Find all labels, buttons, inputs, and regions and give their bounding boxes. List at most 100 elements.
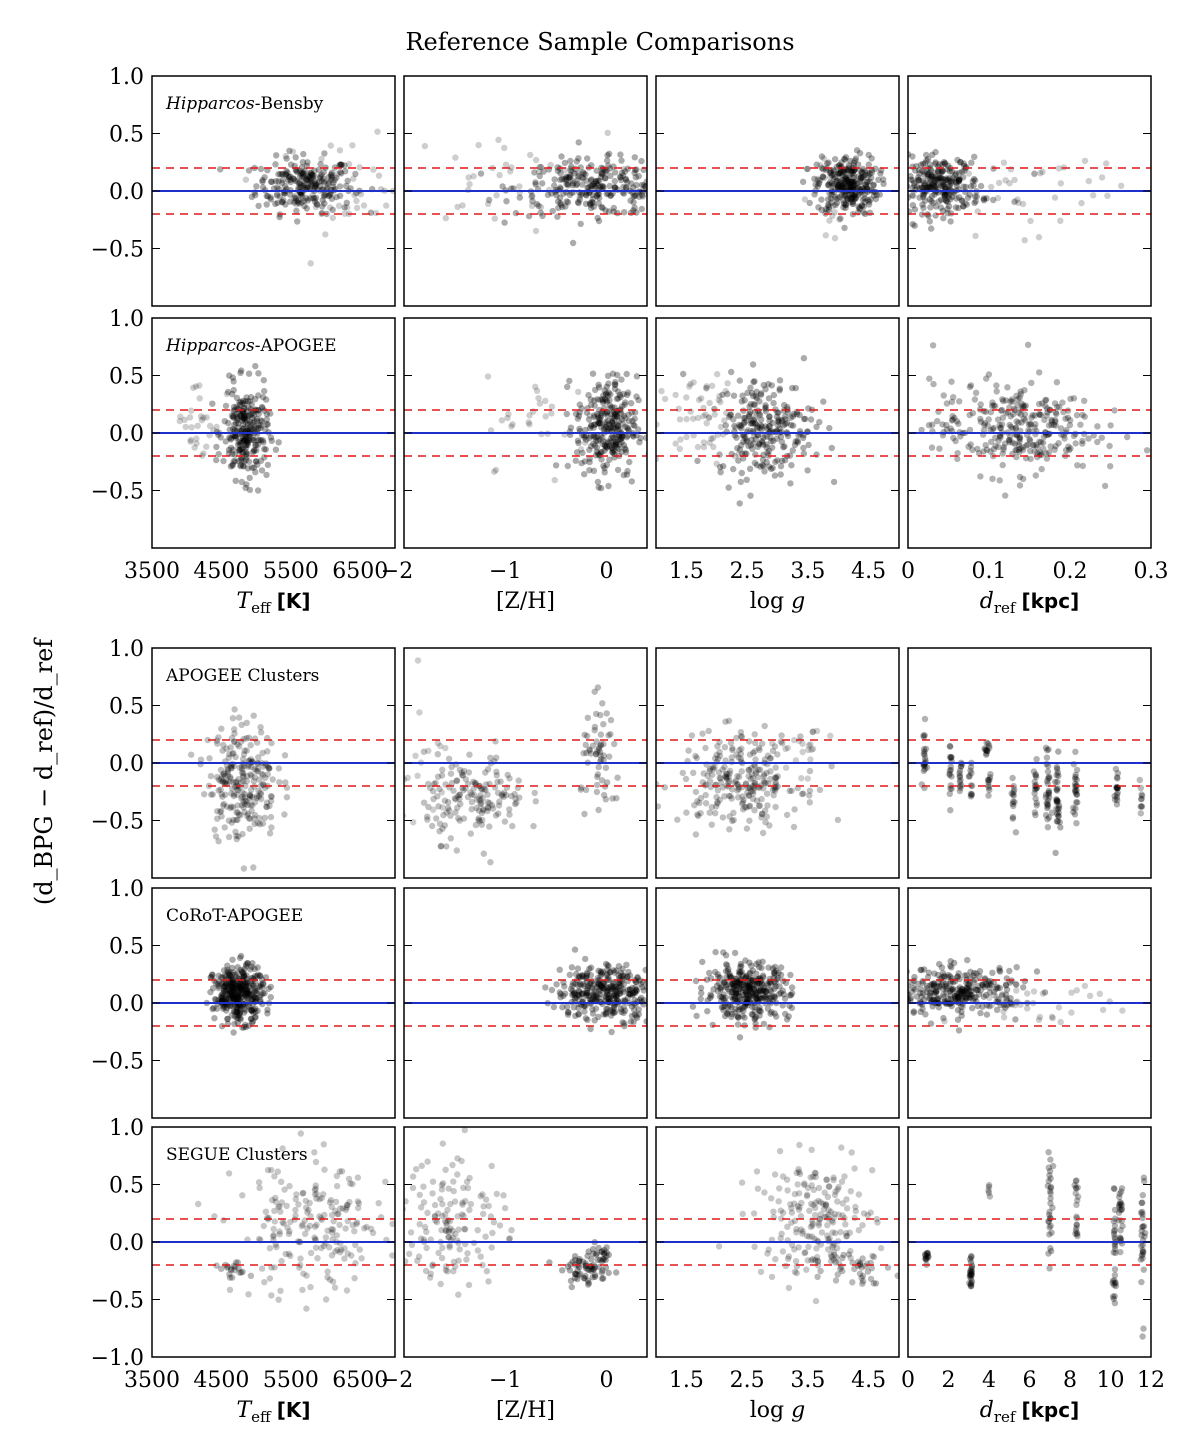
- data-point: [219, 778, 227, 785]
- data-point: [629, 417, 636, 425]
- data-point: [679, 769, 686, 777]
- data-point: [744, 789, 751, 796]
- data-point: [460, 815, 468, 822]
- data-point: [747, 492, 754, 499]
- data-point: [698, 395, 705, 402]
- data-point: [850, 200, 857, 207]
- data-point: [611, 177, 618, 185]
- data-point: [852, 177, 859, 185]
- data-point: [616, 990, 624, 997]
- data-point: [791, 441, 799, 449]
- data-point: [963, 990, 970, 997]
- data-point: [841, 190, 848, 198]
- data-point: [220, 770, 227, 777]
- data-point: [316, 174, 324, 182]
- data-point: [995, 437, 1002, 444]
- data-point: [1046, 794, 1053, 801]
- data-point: [986, 994, 993, 1002]
- data-point: [267, 434, 275, 441]
- data-point: [859, 169, 866, 176]
- data-point: [251, 799, 259, 806]
- data-point: [625, 417, 633, 425]
- data-point: [612, 169, 619, 176]
- data-point: [606, 995, 613, 1002]
- data-point: [771, 985, 778, 992]
- data-point: [1003, 410, 1010, 417]
- data-point: [633, 373, 641, 380]
- data-point: [739, 984, 746, 992]
- data-point: [1077, 421, 1084, 428]
- data-point: [856, 178, 864, 186]
- data-point: [248, 1006, 256, 1014]
- data-point: [765, 380, 772, 388]
- data-point: [611, 969, 618, 976]
- data-point: [487, 427, 495, 434]
- data-point: [468, 798, 476, 806]
- data-point: [611, 984, 618, 991]
- data-point: [774, 457, 781, 464]
- data-point: [532, 227, 540, 235]
- data-point: [233, 809, 240, 816]
- data-point: [328, 169, 335, 176]
- data-point: [247, 966, 254, 973]
- data-point: [953, 179, 960, 187]
- data-point: [229, 715, 237, 722]
- data-point: [920, 191, 927, 199]
- data-point: [1114, 775, 1121, 782]
- data-point: [233, 394, 241, 402]
- data-point: [779, 740, 786, 747]
- data-point: [208, 791, 215, 798]
- data-point: [730, 392, 738, 399]
- data-point: [746, 412, 753, 419]
- data-point: [635, 1006, 642, 1013]
- data-point: [561, 159, 569, 167]
- data-point: [762, 995, 770, 1002]
- data-point: [294, 168, 301, 176]
- data-point: [856, 205, 863, 213]
- data-point: [456, 766, 464, 773]
- data-point: [596, 406, 603, 414]
- data-point: [825, 201, 832, 208]
- data-point: [293, 207, 300, 215]
- data-point: [917, 989, 924, 996]
- data-point: [599, 396, 606, 403]
- data-point: [222, 402, 230, 410]
- data-point: [264, 1006, 271, 1013]
- data-point: [948, 378, 955, 385]
- data-point: [575, 991, 582, 999]
- data-point: [254, 461, 261, 468]
- data-point: [759, 991, 767, 999]
- data-point: [567, 985, 575, 993]
- data-point: [952, 204, 960, 211]
- data-point: [989, 475, 996, 482]
- data-point: [566, 191, 574, 199]
- data-point: [766, 822, 773, 829]
- data-point: [1010, 792, 1017, 799]
- data-point: [697, 810, 704, 817]
- data-point: [949, 174, 956, 181]
- data-point: [826, 217, 833, 224]
- data-point: [338, 161, 345, 168]
- data-point: [425, 780, 432, 788]
- data-point: [627, 400, 635, 407]
- data-point: [475, 816, 482, 824]
- data-point: [721, 744, 729, 751]
- data-point: [938, 182, 945, 190]
- data-point: [940, 392, 947, 399]
- data-point: [735, 1007, 742, 1014]
- data-point: [758, 981, 766, 989]
- data-point: [647, 166, 653, 172]
- data-point: [723, 961, 730, 968]
- data-point: [560, 992, 567, 999]
- data-point: [725, 773, 732, 780]
- data-point: [935, 198, 943, 205]
- data-point: [931, 990, 938, 997]
- data-point: [1027, 217, 1034, 225]
- data-point: [1114, 785, 1121, 792]
- data-point: [630, 1018, 637, 1025]
- data-point: [1104, 192, 1111, 199]
- data-point: [846, 184, 854, 191]
- data-point: [309, 172, 316, 179]
- data-point: [706, 777, 714, 785]
- data-point: [981, 983, 988, 991]
